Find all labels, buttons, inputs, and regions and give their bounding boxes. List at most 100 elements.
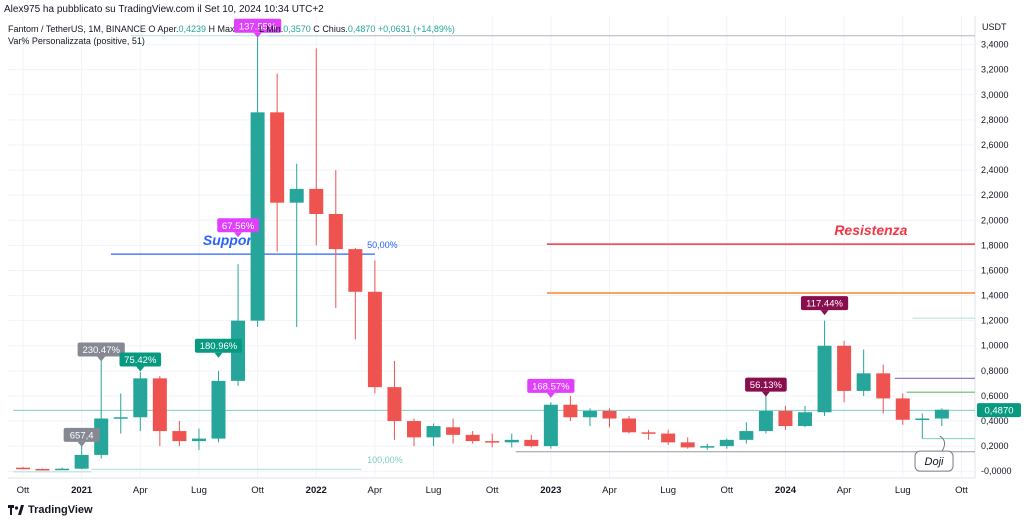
- candle: [16, 466, 30, 470]
- annotations: Doji: [914, 435, 954, 472]
- candle-body: [817, 345, 832, 413]
- price-tick-label: 2,6000: [981, 140, 1009, 150]
- candle: [895, 393, 910, 425]
- percent-callout-box: [800, 296, 849, 311]
- legend-high-text: Max: [217, 24, 235, 34]
- candle: [348, 247, 363, 340]
- price-tick-label: 3,0000: [981, 90, 1009, 100]
- candle-body: [35, 468, 50, 471]
- level-label: Resistenza: [834, 222, 907, 238]
- candle: [152, 375, 167, 447]
- candle-body: [661, 433, 676, 443]
- percent-callout-label: 137.55%: [239, 21, 277, 32]
- percent-callout: 75.42%: [119, 352, 162, 372]
- candle: [426, 423, 441, 447]
- candle-body: [602, 410, 617, 419]
- candle-body: [172, 431, 187, 442]
- percent-callout-pointer: [820, 310, 829, 316]
- time-axis: Ott 2021 Apr Lug Ott 2022 Apr Lug Ott 2023 Apr Lug O…: [17, 485, 968, 496]
- candle-body: [94, 418, 109, 455]
- candle-body: [309, 188, 324, 214]
- candle-body: [778, 410, 793, 427]
- legend-close-label: C: [313, 24, 320, 34]
- candle-body: [289, 188, 304, 203]
- candle-body: [915, 418, 930, 421]
- candle-body: [895, 398, 910, 420]
- price-tick-label: 1,4000: [981, 291, 1009, 301]
- price-tick-label: 0,6000: [981, 391, 1009, 401]
- legend-symbol: Fantom / TetherUS, 1M, BINANCE: [8, 24, 146, 34]
- doji-callout-label: Doji: [925, 456, 945, 468]
- candle: [309, 48, 324, 246]
- percent-callout-pointer: [546, 392, 555, 398]
- candle: [622, 416, 637, 434]
- candle: [211, 370, 226, 443]
- candle: [94, 360, 109, 459]
- candle: [231, 264, 246, 386]
- candle-body: [465, 434, 480, 442]
- percent-callout-label: 56.13%: [750, 380, 783, 391]
- candle: [133, 372, 148, 432]
- candle-body: [250, 112, 265, 321]
- candle: [504, 433, 519, 448]
- candle: [582, 408, 597, 427]
- candle-body: [133, 378, 148, 418]
- time-tick-label: 2024: [775, 485, 797, 496]
- time-tick-label: Ott: [720, 485, 733, 496]
- price-tick-label: 1,0000: [981, 341, 1009, 351]
- time-tick-label: Apr: [602, 485, 617, 496]
- candle: [55, 467, 70, 471]
- candle: [172, 421, 187, 447]
- percent-callout-pointer: [761, 391, 770, 397]
- candle-body: [270, 112, 285, 203]
- price-tick-label: 3,4000: [981, 40, 1009, 50]
- percent-callout-pointer: [253, 32, 262, 38]
- time-tick-label: Ott: [251, 485, 264, 496]
- percent-callout: 137.55%: [234, 18, 282, 38]
- time-tick-label: Apr: [368, 485, 383, 496]
- candle: [465, 431, 480, 444]
- time-tick-label: 2023: [540, 485, 561, 496]
- price-tick-label: 1,2000: [981, 316, 1009, 326]
- candle-body: [876, 373, 891, 399]
- legend-open-value: 0,4239: [178, 24, 206, 34]
- percent-callout-box: [234, 18, 282, 33]
- percent-callout-pointer: [136, 366, 145, 372]
- publisher-line: Alex975 ha pubblicato su TradingView.com…: [4, 4, 324, 15]
- candle-body: [113, 417, 128, 419]
- candle-body: [563, 404, 578, 418]
- percent-callout: 56.13%: [745, 377, 787, 397]
- time-tick-label: Lug: [426, 485, 442, 496]
- candle-body: [191, 438, 206, 442]
- candles: [16, 35, 949, 471]
- legend-change: +0,0631 (+14,89%): [377, 24, 455, 34]
- legend-open-label: Aper.: [157, 24, 179, 34]
- candle: [680, 437, 695, 449]
- candle-body: [582, 410, 597, 418]
- percent-callout-box: [527, 378, 575, 393]
- time-tick-label: Lug: [191, 485, 207, 496]
- candle: [661, 429, 676, 445]
- candle-body: [446, 427, 461, 435]
- candle-body: [16, 467, 30, 470]
- candle-body: [348, 249, 363, 292]
- footer-brand[interactable]: TradingView: [8, 504, 93, 516]
- candle-body: [837, 345, 852, 391]
- percent-callout-pointer: [234, 232, 243, 238]
- percent-callout: 230.47%: [77, 342, 125, 362]
- candle: [856, 349, 871, 396]
- percent-callout-box: [745, 377, 787, 392]
- percent-callout-label: 75.42%: [124, 355, 157, 366]
- time-tick-label: 2021: [71, 485, 93, 496]
- candle-body: [152, 378, 167, 432]
- candle: [641, 429, 656, 440]
- percent-callout-box: [194, 338, 243, 353]
- price-axis-unit: USDT: [982, 22, 1007, 32]
- percent-callout-label: 657,4: [70, 430, 94, 441]
- legend-close-text: Chius.: [322, 24, 348, 34]
- percent-callout-box: [217, 218, 259, 233]
- candle: [602, 408, 617, 428]
- price-tick-label: 2,8000: [981, 115, 1009, 125]
- chart-grid: [8, 16, 976, 479]
